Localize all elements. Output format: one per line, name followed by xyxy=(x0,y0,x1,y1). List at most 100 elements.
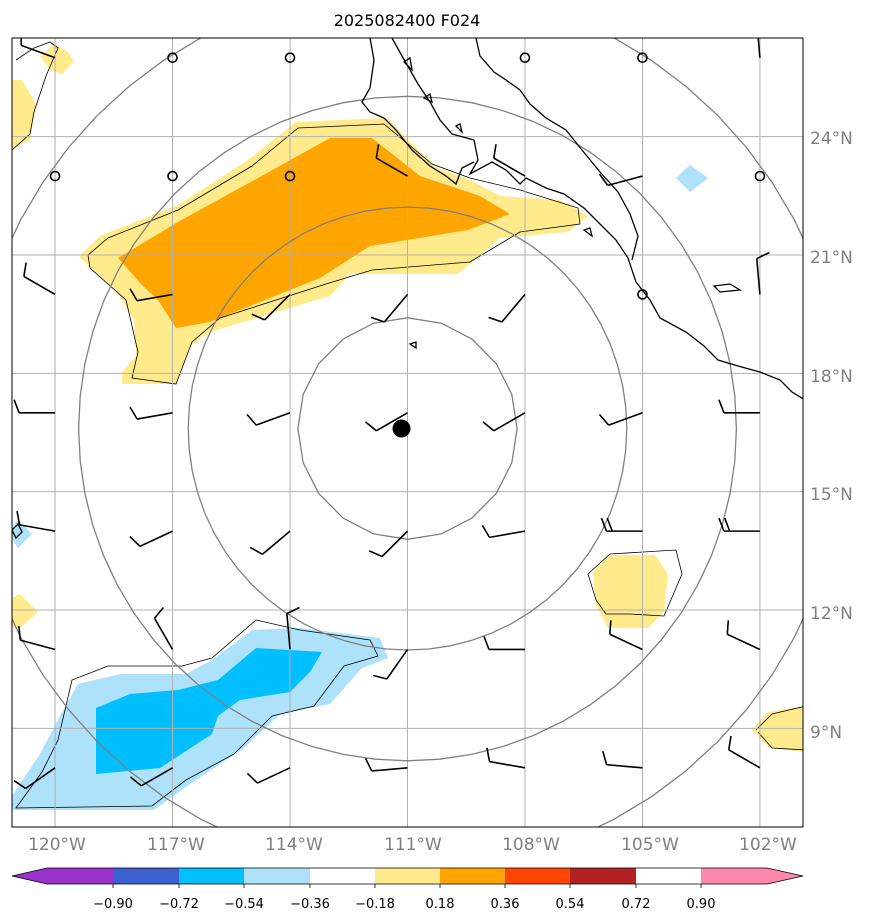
positive-fill-southeast xyxy=(752,706,803,752)
coastline-baja-peninsula xyxy=(361,38,475,186)
island-7 xyxy=(12,522,23,540)
lat-label-12: 12°N xyxy=(810,604,853,624)
island-5 xyxy=(582,227,594,238)
wind-barb xyxy=(727,735,761,769)
cb-label-7: 0.54 xyxy=(556,897,585,912)
island-1 xyxy=(402,56,413,72)
negative-fill-mid xyxy=(96,648,322,774)
wind-barb xyxy=(370,293,409,323)
colorbar-segment xyxy=(310,868,375,884)
contour-lines xyxy=(12,41,803,809)
storm-center-marker xyxy=(392,419,411,438)
colorbar-segment xyxy=(440,868,505,884)
wind-barbs xyxy=(13,38,770,790)
colorbar-segment xyxy=(179,868,244,884)
wind-barb xyxy=(153,606,174,650)
colorbar-tick-labels: −0.90 −0.72 −0.54 −0.36 −0.18 0.18 0.36 … xyxy=(93,897,715,912)
island-4 xyxy=(408,341,417,350)
positive-contour-outline xyxy=(87,123,581,385)
cb-label-0: −0.90 xyxy=(93,897,133,912)
positive-contour-east-outline xyxy=(587,549,683,617)
positive-anomaly-fill xyxy=(12,44,803,752)
colorbar xyxy=(11,867,804,888)
wind-barb xyxy=(251,293,291,321)
lon-label-114: 114°W xyxy=(265,835,323,855)
positive-fill-nw-speck xyxy=(40,44,74,74)
map-title: 2025082400 F024 xyxy=(334,11,481,30)
wind-barb xyxy=(493,144,526,177)
cb-label-1: −0.72 xyxy=(159,897,199,912)
positive-fill-orange xyxy=(118,138,510,328)
colorbar-segment xyxy=(570,868,636,884)
wind-barb xyxy=(16,510,56,532)
calm-wind-circle xyxy=(49,170,61,182)
cb-label-9: 0.90 xyxy=(687,897,716,912)
colorbar-segment xyxy=(375,868,440,884)
wind-barb xyxy=(246,412,291,426)
range-ring xyxy=(77,95,738,762)
calm-wind-circle xyxy=(519,52,531,64)
wind-barb xyxy=(249,530,291,555)
lat-label-15: 15°N xyxy=(810,485,853,505)
lon-label-105: 105°W xyxy=(621,835,679,855)
wind-barb xyxy=(483,636,525,651)
calm-wind-markers xyxy=(49,52,766,300)
wind-barb xyxy=(129,530,173,548)
lon-label-120: 120°W xyxy=(28,835,86,855)
wind-barb xyxy=(718,399,760,414)
lat-label-18: 18°N xyxy=(810,367,853,387)
lon-label-117: 117°W xyxy=(147,835,205,855)
coastline xyxy=(12,38,803,540)
colorbar-segment xyxy=(244,868,310,884)
wind-barb xyxy=(364,758,408,772)
positive-contour-se-outline xyxy=(755,706,803,751)
lat-label-24: 24°N xyxy=(810,129,853,149)
map-plot-area xyxy=(12,38,803,827)
cb-label-6: 0.36 xyxy=(491,897,520,912)
cb-label-2: −0.54 xyxy=(224,897,264,912)
coastline-mainland xyxy=(391,38,803,400)
nw-contour-outline xyxy=(12,41,59,151)
calm-wind-circle xyxy=(284,52,296,64)
cb-label-5: 0.18 xyxy=(426,897,455,912)
lon-label-111: 111°W xyxy=(384,835,442,855)
wind-barb xyxy=(482,412,526,432)
calm-wind-circle xyxy=(637,52,648,64)
wind-barb xyxy=(286,606,300,650)
lon-label-108: 108°W xyxy=(502,835,560,855)
calm-wind-circle xyxy=(754,170,766,182)
wind-barb xyxy=(129,288,173,302)
lat-label-9: 9°N xyxy=(810,723,842,743)
longitude-labels: 120°W 117°W 114°W 111°W 108°W 105°W 102°… xyxy=(28,835,797,855)
calm-wind-circle xyxy=(637,289,648,300)
wind-barb xyxy=(757,38,761,58)
coastline-sonora xyxy=(475,38,639,261)
calm-wind-circle xyxy=(167,170,178,182)
island-3 xyxy=(454,123,464,135)
wind-barb xyxy=(600,517,643,532)
island-2 xyxy=(422,92,433,104)
cb-label-8: 0.72 xyxy=(622,897,651,912)
colorbar-segment xyxy=(505,868,570,884)
positive-fill-east xyxy=(593,555,668,628)
wind-barb xyxy=(130,767,173,787)
wind-barb xyxy=(726,620,761,651)
wind-barb xyxy=(364,412,408,432)
range-ring xyxy=(297,317,518,540)
wind-barb xyxy=(755,251,770,295)
wind-barb xyxy=(488,293,526,323)
wind-barb xyxy=(598,412,643,426)
lon-label-102: 102°W xyxy=(739,835,797,855)
wind-barb xyxy=(481,524,526,539)
colorbar-segment xyxy=(113,868,179,884)
map-frame xyxy=(11,37,804,828)
wind-barb xyxy=(598,173,643,187)
calm-wind-circle xyxy=(284,170,296,182)
wind-barb xyxy=(609,620,643,651)
calm-wind-circle xyxy=(167,52,178,64)
range-ring xyxy=(187,206,628,651)
wind-barb xyxy=(18,626,56,651)
negative-fill-ne-diamond xyxy=(676,165,708,192)
wind-barb xyxy=(486,747,526,769)
